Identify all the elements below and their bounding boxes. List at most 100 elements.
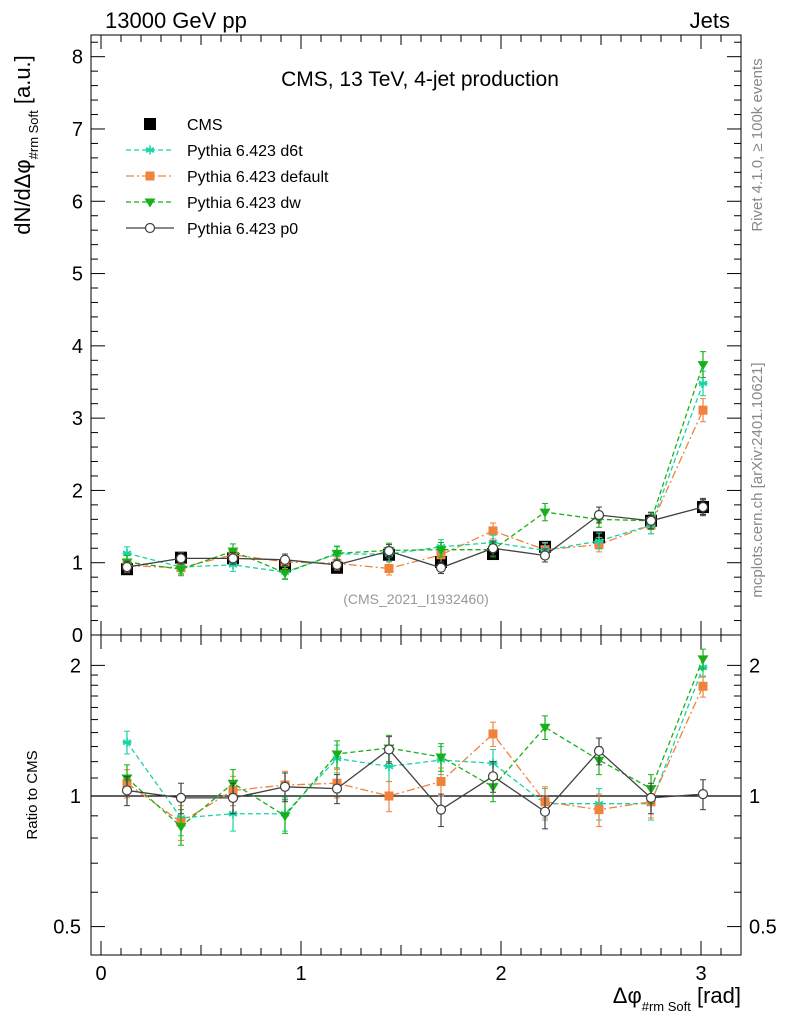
ratio-data-point [488, 729, 498, 739]
main-y-tick-label: 7 [72, 119, 83, 141]
legend-entry: Pythia 6.423 default [126, 169, 329, 186]
ratio-data-point [175, 823, 187, 833]
ratio-series-pythia-6-423-p0 [121, 736, 709, 830]
ratio-series-line [126, 658, 704, 828]
ratio-series-pythia-6-423-d6t [122, 657, 708, 837]
rivet-label: Rivet 4.1.0, ≥ 100k events [749, 58, 766, 231]
main-series-pythia-6-423-d6t [122, 370, 708, 580]
ratio-data-point [593, 745, 605, 757]
main-data-point [593, 509, 605, 521]
main-series-line [126, 383, 704, 573]
legend-marker [144, 198, 156, 208]
ratio-data-series [121, 648, 709, 846]
legend-marker [144, 118, 156, 130]
main-data-point [175, 553, 187, 564]
main-data-point [697, 361, 709, 371]
ratio-y-tick-label: 1 [70, 786, 81, 808]
legend-label: Pythia 6.423 d6t [187, 143, 303, 160]
main-series-cms [121, 499, 709, 576]
main-y-tick-label: 6 [72, 191, 83, 213]
main-y-axis-label: dN/dΔφ#rm Soft [a.u.] [10, 55, 41, 235]
x-tick-label: 3 [695, 963, 706, 985]
main-data-point [279, 569, 291, 579]
main-data-point [488, 526, 498, 536]
legend-entry: CMS [144, 117, 223, 134]
legend-label: Pythia 6.423 dw [187, 195, 301, 212]
main-data-point [697, 501, 709, 513]
main-data-point [698, 405, 708, 415]
main-data-point [594, 536, 604, 546]
main-y-tick-label: 5 [72, 264, 83, 286]
main-data-point [175, 565, 187, 575]
main-data-point [384, 563, 394, 573]
ratio-data-point [384, 791, 394, 801]
main-data-point [435, 546, 447, 556]
legend-label: CMS [187, 117, 223, 134]
main-data-point [331, 549, 343, 559]
ratio-data-point [331, 783, 343, 794]
legend-label: Pythia 6.423 default [187, 169, 329, 186]
main-data-point [539, 508, 551, 518]
legend-marker [144, 222, 156, 234]
ratio-y-tick-label-right: 0.5 [749, 917, 777, 939]
x-axis-label: Δφ#rm Soft [rad] [613, 983, 741, 1014]
x-tick-label: 0 [95, 963, 106, 985]
ratio-y-tick-label: 2 [70, 655, 81, 677]
ratio-y-tick-label-right: 2 [749, 655, 760, 677]
ratio-series-line [126, 748, 704, 813]
ratio-plot-frame [90, 634, 742, 956]
main-y-tick-label: 3 [72, 408, 83, 430]
main-series-line [126, 506, 704, 569]
main-y-tick-label: 8 [72, 47, 83, 69]
ratio-data-point [539, 806, 551, 817]
legend-marker [145, 145, 155, 155]
ratio-data-point [435, 804, 447, 815]
ratio-data-point [645, 792, 657, 803]
ratio-data-point [331, 750, 343, 760]
ratio-data-point [383, 744, 395, 755]
ratio-y-tick-label: 0.5 [53, 917, 81, 939]
ratio-data-point [435, 753, 447, 763]
legend-entry: Pythia 6.423 p0 [126, 221, 298, 238]
x-tick-label: 1 [295, 963, 306, 985]
header-right: Jets [690, 8, 730, 33]
ratio-series-line [126, 686, 704, 824]
main-y-tick-label: 0 [72, 625, 83, 647]
main-series-line [126, 409, 704, 570]
main-data-point [487, 543, 499, 554]
ratio-data-point [227, 792, 239, 803]
legend-entry: Pythia 6.423 d6t [126, 143, 303, 160]
ratio-y-tick-label-right: 1 [749, 786, 760, 808]
header-left: 13000 GeV pp [105, 8, 247, 33]
ratio-data-point [384, 761, 394, 771]
ratio-data-point [697, 655, 709, 665]
analysis-watermark: (CMS_2021_I1932460) [343, 591, 489, 607]
ratio-data-point [122, 737, 132, 747]
main-data-point [698, 378, 708, 388]
ratio-data-point [279, 812, 291, 822]
ratio-axis-ticks: 0 1 2 3 0.5 0.5 1 1 2 2 [53, 635, 777, 985]
main-series-pythia-6-423-default [122, 398, 708, 576]
main-y-tick-label: 2 [72, 480, 83, 502]
x-tick-label: 2 [495, 963, 506, 985]
main-data-point [435, 562, 447, 573]
legend-entry: Pythia 6.423 dw [126, 195, 301, 212]
ratio-series-line [126, 667, 704, 819]
ratio-data-point [697, 789, 709, 800]
legend-label: Pythia 6.423 p0 [187, 221, 298, 238]
ratio-y-axis-label: Ratio to CMS [24, 750, 41, 839]
main-data-point [331, 559, 343, 570]
legend-marker [145, 171, 155, 181]
main-series-line [126, 364, 704, 574]
ratio-data-point [487, 771, 499, 782]
main-y-tick-label: 1 [72, 553, 83, 575]
ratio-data-point [698, 681, 708, 691]
ratio-data-point [121, 785, 133, 796]
main-data-series [121, 351, 709, 580]
legend: CMS Pythia 6.423 d6t Pythia 6.423 default P… [126, 117, 329, 238]
ratio-data-point [436, 776, 446, 786]
main-data-point [121, 561, 133, 573]
ratio-data-point [539, 723, 551, 733]
main-axis-ticks: 0 1 2 3 4 5 6 7 8 [72, 35, 742, 647]
